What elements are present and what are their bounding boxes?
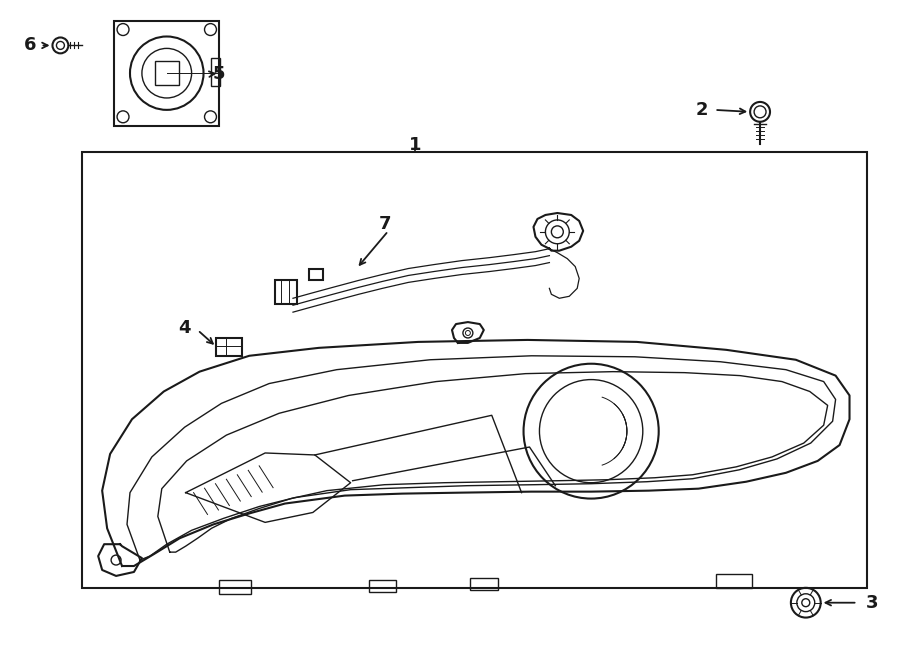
Bar — [114, 21, 220, 126]
Bar — [716, 574, 752, 588]
Bar — [470, 578, 498, 590]
Bar — [82, 152, 868, 588]
Text: 3: 3 — [866, 594, 878, 612]
Bar — [309, 269, 323, 281]
Text: 1: 1 — [409, 136, 421, 154]
Text: 7: 7 — [379, 215, 392, 233]
Text: 4: 4 — [178, 319, 191, 337]
Text: 2: 2 — [696, 101, 708, 119]
Bar — [217, 338, 242, 355]
Text: 6: 6 — [24, 36, 37, 54]
Bar — [220, 580, 251, 594]
Text: 5: 5 — [212, 65, 225, 83]
Bar — [275, 281, 297, 305]
Bar — [155, 62, 179, 85]
Bar — [212, 58, 220, 86]
Bar — [368, 580, 396, 592]
